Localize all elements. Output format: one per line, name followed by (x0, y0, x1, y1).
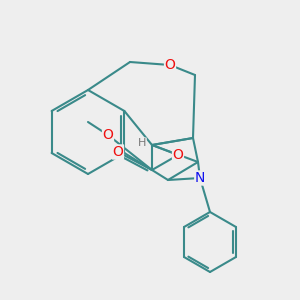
Text: O: O (165, 58, 176, 72)
Text: O: O (172, 148, 183, 162)
Text: N: N (195, 171, 205, 185)
Text: H: H (138, 138, 146, 148)
Text: O: O (112, 145, 123, 159)
Text: O: O (103, 128, 113, 142)
